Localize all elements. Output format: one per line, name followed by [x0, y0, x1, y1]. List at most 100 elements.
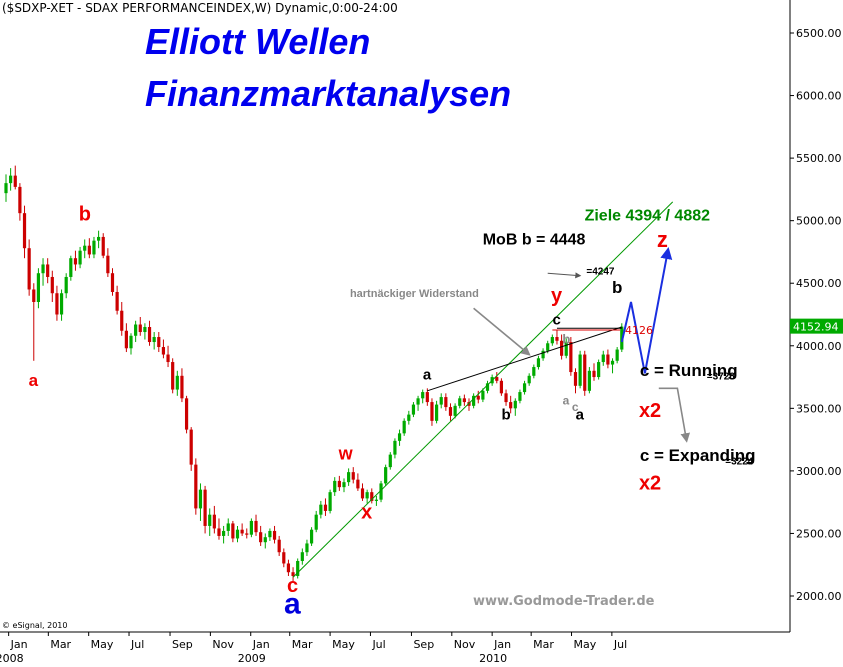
candle-body: [472, 395, 476, 406]
projection-gray-path: [658, 387, 691, 443]
candle: [22, 205, 27, 259]
candle-body: [546, 343, 550, 351]
candle-body: [397, 433, 402, 441]
candle-body: [22, 213, 27, 249]
candle-body: [13, 175, 17, 187]
candle: [110, 268, 115, 296]
candle-body: [282, 552, 286, 564]
candle: [115, 285, 119, 315]
candle: [485, 380, 490, 394]
candle-body: [157, 337, 161, 348]
candle-body: [259, 532, 263, 543]
x-year-label: 2010: [479, 652, 507, 665]
candle-body: [152, 337, 156, 343]
candle-body: [356, 479, 360, 489]
candle: [78, 246, 82, 269]
candle-body: [407, 414, 411, 421]
wedge-upper-line: [427, 326, 622, 392]
brand-line-2: Finanzmarktanalysen: [145, 73, 511, 114]
candle-body: [337, 480, 341, 488]
candle: [64, 273, 68, 299]
candle: [592, 363, 596, 381]
candle-body: [27, 248, 31, 290]
candle: [217, 518, 221, 540]
candle: [472, 393, 476, 409]
candle-body: [384, 467, 388, 484]
candle: [527, 373, 531, 386]
candle: [69, 255, 73, 281]
last-price-tag: 4152.94: [790, 318, 843, 334]
x-tick-label: Mar: [292, 638, 313, 651]
candle: [18, 183, 22, 221]
candle: [462, 394, 466, 406]
wave-x2-expanding: x2: [639, 473, 661, 495]
candlestick-series: [4, 165, 624, 581]
candle-body: [504, 393, 508, 403]
candle-body: [509, 402, 513, 409]
wave-w: w: [338, 444, 354, 464]
candle-body: [115, 291, 119, 311]
candle: [245, 528, 249, 539]
note-mob: MoB b = 4448: [483, 231, 586, 248]
candle: [365, 489, 369, 504]
candle: [342, 478, 346, 493]
candle: [50, 270, 54, 302]
candle: [106, 248, 110, 277]
candle-body: [513, 400, 517, 409]
candle: [458, 395, 462, 409]
candle: [189, 427, 193, 471]
candle-body: [41, 264, 45, 274]
candle: [259, 525, 263, 546]
candle: [92, 236, 96, 259]
candle: [499, 378, 504, 396]
candle: [129, 333, 133, 355]
y-tick-label: 5000.00: [796, 215, 842, 228]
candle: [83, 239, 87, 259]
candle-body: [97, 236, 101, 241]
x-tick-label: May: [574, 638, 597, 651]
candle-body: [64, 276, 68, 294]
wave-a-small: a: [423, 367, 432, 384]
candle: [180, 368, 184, 403]
candle: [333, 477, 337, 496]
candle-body: [101, 236, 105, 256]
wave-b-target: b: [612, 278, 622, 297]
wave-b-2008: b: [79, 204, 91, 226]
candle: [222, 525, 226, 544]
candle: [421, 389, 425, 404]
candle: [351, 467, 355, 484]
candle-body: [166, 354, 170, 363]
candle-body: [365, 492, 369, 499]
candle: [97, 230, 101, 249]
candle: [300, 548, 304, 565]
candle-body: [226, 523, 230, 531]
candle-body: [532, 367, 536, 376]
candle: [536, 355, 541, 370]
candle-body: [393, 440, 397, 455]
x-tick-label: Jan: [10, 638, 28, 651]
candle: [448, 403, 453, 421]
candle: [231, 520, 235, 543]
candle-body: [240, 529, 244, 534]
widerstand-pointer: [473, 307, 531, 356]
candle-body: [291, 572, 295, 576]
candle-body: [277, 539, 281, 553]
candle-body: [235, 529, 240, 539]
candle-body: [597, 362, 601, 378]
candle-body: [272, 530, 277, 540]
candle-body: [46, 264, 50, 277]
candle-body: [194, 464, 198, 509]
candle-body: [286, 563, 291, 573]
candle-body: [217, 528, 221, 536]
candle-body: [425, 392, 429, 403]
candle-body: [476, 395, 480, 400]
candle: [518, 389, 522, 404]
candle-body: [518, 392, 522, 401]
candle: [555, 329, 559, 345]
candle: [583, 350, 587, 396]
candle-body: [73, 258, 78, 265]
candle-body: [453, 405, 457, 416]
candle: [453, 403, 457, 419]
candle: [152, 332, 156, 350]
candle-body: [59, 293, 64, 315]
